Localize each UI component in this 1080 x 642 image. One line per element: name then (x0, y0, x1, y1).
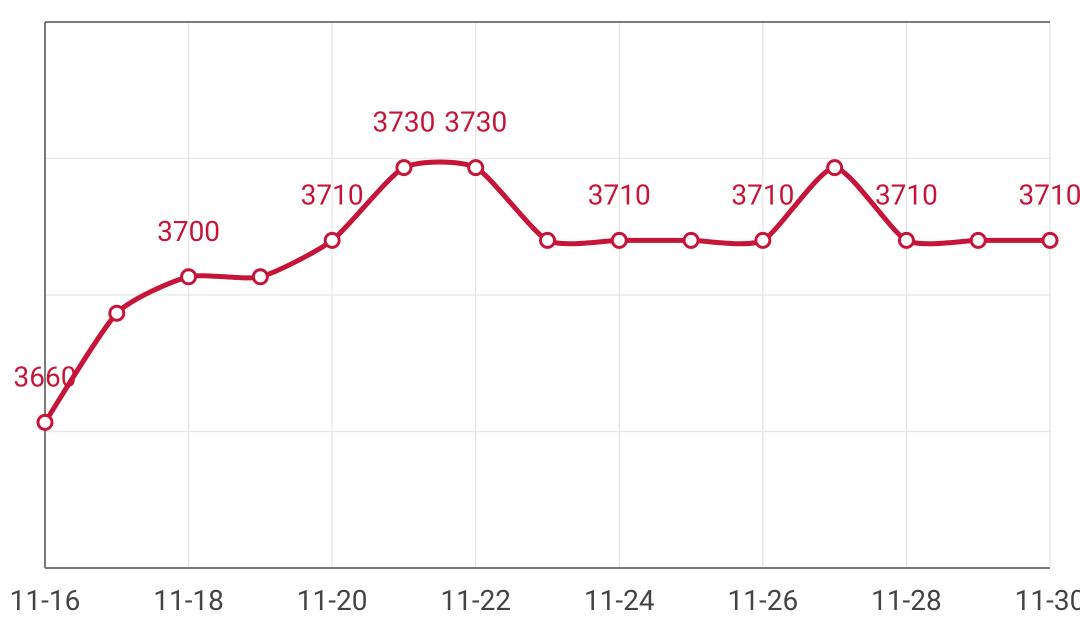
point-value-label: 3660 (14, 360, 77, 393)
data-point (828, 161, 842, 175)
point-value-label: 3710 (875, 178, 938, 211)
data-point (469, 161, 483, 175)
data-point (325, 233, 339, 247)
data-point (110, 306, 124, 320)
point-value-label: 3710 (301, 178, 364, 211)
point-value-label: 3710 (588, 178, 651, 211)
data-point (253, 270, 267, 284)
data-point (397, 161, 411, 175)
point-value-label: 3710 (731, 178, 794, 211)
data-point (38, 415, 52, 429)
data-point (541, 233, 555, 247)
point-value-label: 3730 (444, 106, 507, 139)
point-value-label: 3730 (372, 106, 435, 139)
x-axis-label: 11-16 (10, 584, 81, 617)
x-axis-label: 11-20 (297, 584, 368, 617)
data-point (182, 270, 196, 284)
point-value-label: 3710 (1019, 178, 1080, 211)
data-point (971, 233, 985, 247)
line-chart: 3660 3700 3710 3730 3730 3710 3710 3710 3710 11-1… (0, 0, 1080, 642)
data-point (612, 233, 626, 247)
data-point (756, 233, 770, 247)
data-point (1043, 233, 1057, 247)
data-point (899, 233, 913, 247)
x-axis-label: 11-22 (440, 584, 511, 617)
x-axis-label: 11-26 (728, 584, 799, 617)
point-value-label: 3700 (157, 215, 220, 248)
data-point (684, 233, 698, 247)
x-axis-label: 11-18 (153, 584, 224, 617)
x-axis-label: 11-24 (584, 584, 655, 617)
x-axis-label: 11-28 (871, 584, 942, 617)
chart-svg: 3660 3700 3710 3730 3730 3710 3710 3710 3710 11-1… (0, 0, 1080, 642)
x-axis-label: 11-30 (1015, 584, 1080, 617)
